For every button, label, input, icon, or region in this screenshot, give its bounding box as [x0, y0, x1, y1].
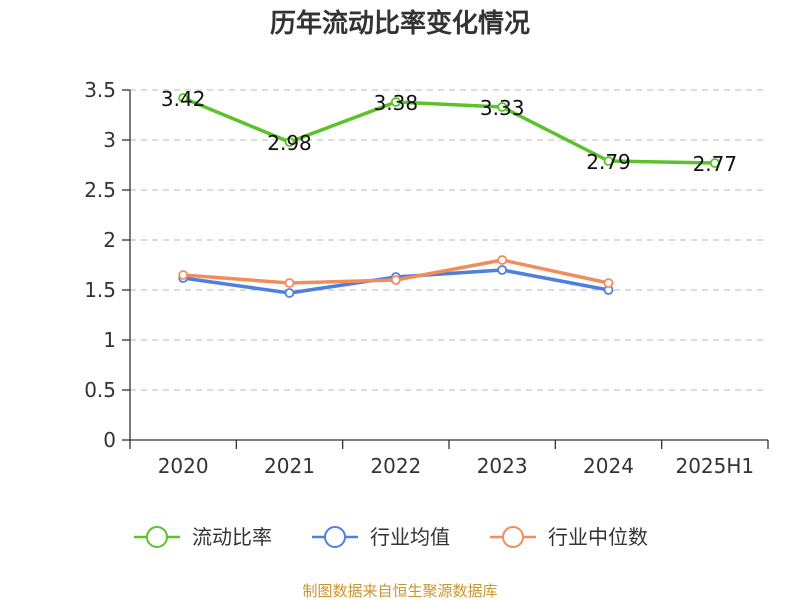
y-tick-label: 3.5 [84, 78, 116, 102]
data-point [390, 97, 401, 107]
data-label: 2.79 [586, 150, 631, 174]
data-point [178, 93, 189, 103]
series-lines [178, 93, 720, 298]
data-point [284, 137, 295, 147]
chart-title: 历年流动比率变化情况 [270, 8, 530, 39]
legend-marker-0 [146, 526, 168, 548]
legend-label-1: 行业均值 [370, 525, 450, 549]
y-tick-label: 3 [103, 128, 116, 152]
x-tick-label: 2021 [264, 454, 315, 478]
data-label: 2.98 [267, 131, 312, 155]
y-tick-label: 0.5 [84, 378, 116, 402]
data-label: 3.38 [374, 91, 419, 115]
x-tick-label: 2024 [583, 454, 634, 478]
grid-lines [130, 89, 768, 391]
legend: 流动比率 行业均值 行业中位数 [134, 525, 648, 549]
legend-marker-2 [502, 526, 524, 548]
y-tick-label: 2.5 [84, 178, 116, 202]
legend-marker-1 [324, 526, 346, 548]
data-point [178, 270, 189, 280]
data-point [709, 158, 720, 168]
data-point [390, 275, 401, 285]
y-tick-label: 1 [103, 328, 116, 352]
series-line-0 [181, 96, 717, 165]
x-tick-label: 2023 [477, 454, 528, 478]
source-footer: 制图数据来自恒生聚源数据库 [302, 582, 497, 600]
y-tick-label: 2 [103, 228, 116, 252]
legend-label-0: 流动比率 [192, 525, 272, 549]
x-tick-label: 2022 [370, 454, 421, 478]
data-point [497, 265, 508, 275]
data-point [603, 156, 614, 166]
x-tick-label: 2020 [158, 454, 209, 478]
data-point [603, 278, 614, 288]
legend-label-2: 行业中位数 [548, 525, 648, 549]
data-label: 3.33 [480, 96, 525, 120]
y-tick-label: 0 [103, 428, 116, 452]
x-tick-label: 2025H1 [675, 454, 754, 478]
axes: 0 0.5 1 1.5 2 2.5 3 3.5 2020 2021 2022 2023 2024 2025… [84, 78, 769, 478]
data-point [284, 278, 295, 288]
data-label: 2.77 [693, 152, 738, 176]
data-point [284, 288, 295, 298]
y-tick-label: 1.5 [84, 278, 116, 302]
data-point [497, 255, 508, 265]
data-point [497, 102, 508, 112]
data-labels: 3.42 2.98 3.38 3.33 2.79 2.77 [161, 87, 737, 176]
data-label: 3.42 [161, 87, 206, 111]
